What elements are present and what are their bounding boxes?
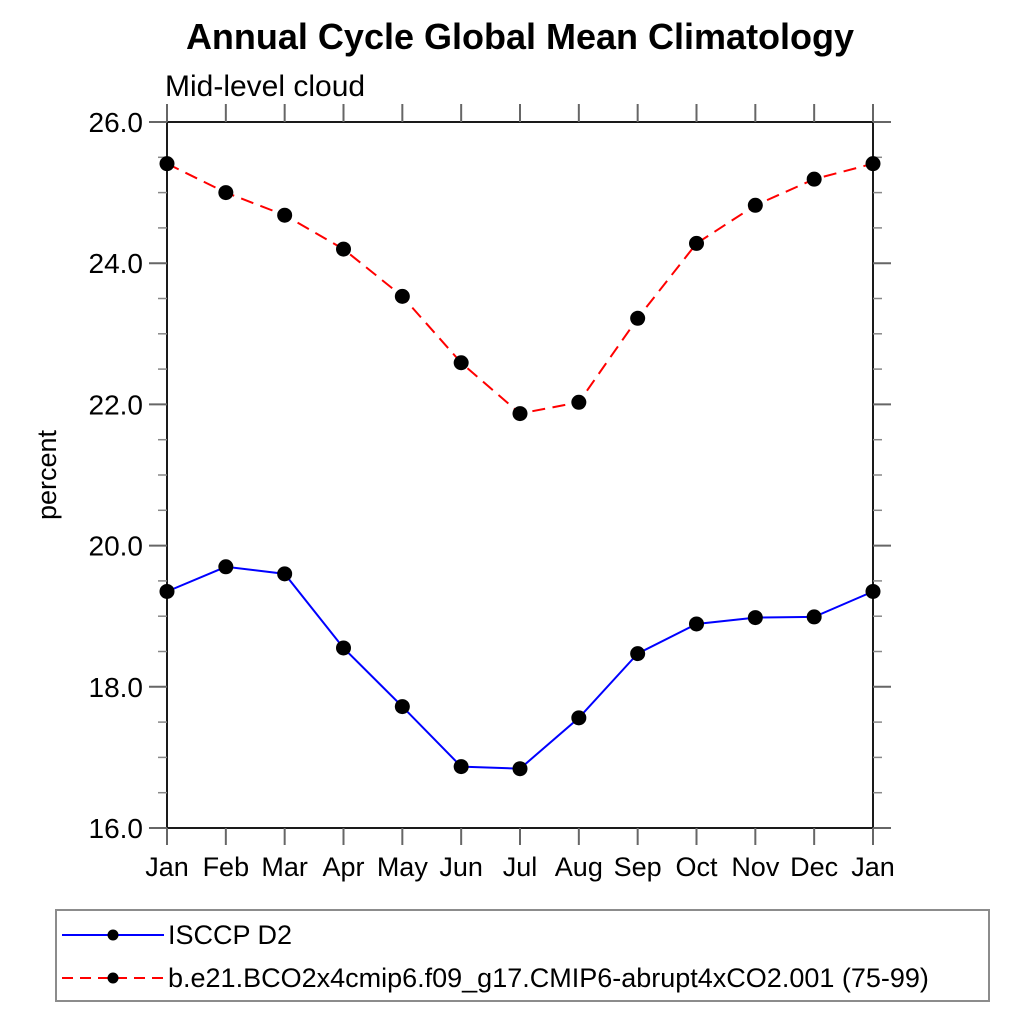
data-point-marker xyxy=(277,566,293,582)
data-point-marker xyxy=(747,197,763,213)
x-tick-label: Nov xyxy=(731,852,780,882)
y-tick-label: 16.0 xyxy=(89,813,144,844)
x-axis-ticks xyxy=(166,104,874,845)
x-tick-label: Feb xyxy=(203,852,250,882)
data-point-marker xyxy=(806,171,822,187)
chart-title: Annual Cycle Global Mean Climatology xyxy=(185,16,855,57)
y-tick-label: 22.0 xyxy=(89,389,144,420)
data-point-marker xyxy=(159,583,175,599)
data-point-marker xyxy=(571,394,587,410)
series-line xyxy=(166,565,874,770)
y-tick-label: 18.0 xyxy=(89,672,144,703)
data-point-marker xyxy=(394,699,410,715)
x-tick-label: Sep xyxy=(614,852,662,882)
legend-label-isccp-d2: ISCCP D2 xyxy=(168,919,293,950)
data-point-marker xyxy=(512,406,528,422)
x-tick-label: Mar xyxy=(261,852,308,882)
data-point-marker xyxy=(218,185,234,201)
x-tick-label: Jun xyxy=(439,852,483,882)
legend-label-model-run: b.e21.BCO2x4cmip6.f09_g17.CMIP6-abrupt4x… xyxy=(168,962,929,993)
y-tick-label: 20.0 xyxy=(89,531,144,562)
x-axis-tick-labels: Jan Feb Mar Apr May Jun Jul Aug Sep Oct Nov Dec Jan xyxy=(145,852,895,882)
x-tick-label: May xyxy=(377,852,429,882)
data-point-marker xyxy=(277,207,293,223)
data-point-marker xyxy=(806,609,822,625)
data-point-marker xyxy=(336,640,351,656)
y-tick-label: 24.0 xyxy=(89,248,144,279)
data-point-marker xyxy=(865,583,881,599)
data-point-marker xyxy=(630,310,646,326)
x-tick-label: Jan xyxy=(145,852,189,882)
x-tick-label: Aug xyxy=(555,852,603,882)
legend-item-model-run: b.e21.BCO2x4cmip6.f09_g17.CMIP6-abrupt4x… xyxy=(60,963,929,993)
data-point-marker xyxy=(512,761,528,777)
y-tick-label: 26.0 xyxy=(89,107,144,138)
data-point-marker xyxy=(159,156,175,172)
legend: ISCCP D2 b.e21.BCO2x4cmip6.f09_g17.CMIP6… xyxy=(55,909,990,1002)
series-isccp-d2 xyxy=(159,559,881,777)
y-axis-tick-labels: 16.0 18.0 20.0 22.0 24.0 26.0 xyxy=(89,107,144,844)
series-model-run xyxy=(159,156,881,422)
legend-marker-dot-icon xyxy=(107,972,119,984)
data-point-marker xyxy=(689,616,704,632)
x-tick-label: Oct xyxy=(675,852,718,882)
x-tick-label: Apr xyxy=(322,852,364,882)
data-point-marker xyxy=(865,156,881,172)
data-point-marker xyxy=(571,710,587,726)
data-point-marker xyxy=(453,355,469,371)
axis-frame xyxy=(166,121,874,829)
data-point-marker xyxy=(747,610,763,626)
data-point-marker xyxy=(630,646,646,662)
series-line xyxy=(166,162,874,415)
x-tick-label: Jul xyxy=(503,852,538,882)
legend-line-sample-dashed xyxy=(62,972,164,984)
chart-subtitle: Mid-level cloud xyxy=(165,70,366,103)
data-point-marker xyxy=(394,288,410,304)
x-tick-label: Jan xyxy=(851,852,895,882)
legend-marker-dot-icon xyxy=(107,929,119,941)
data-point-marker xyxy=(336,241,351,257)
y-axis-ticks xyxy=(149,121,891,829)
data-point-marker xyxy=(689,235,704,251)
data-point-marker xyxy=(453,759,469,775)
legend-line-sample-solid xyxy=(62,929,164,941)
data-point-marker xyxy=(218,559,234,575)
x-tick-label: Dec xyxy=(790,852,838,882)
legend-item-isccp-d2: ISCCP D2 xyxy=(60,920,292,950)
